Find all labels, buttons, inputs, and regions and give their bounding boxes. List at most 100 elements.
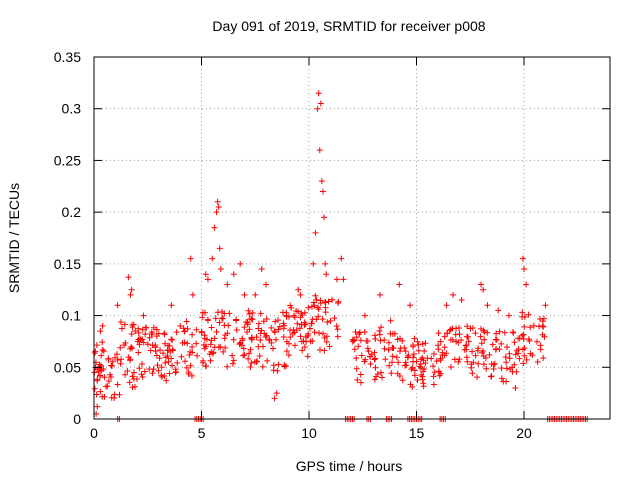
data-point bbox=[246, 316, 253, 323]
data-point bbox=[436, 372, 443, 379]
data-point bbox=[207, 357, 214, 364]
data-point bbox=[276, 323, 283, 330]
data-point bbox=[247, 346, 254, 353]
data-point bbox=[211, 335, 218, 342]
data-point bbox=[217, 343, 224, 350]
data-point bbox=[495, 307, 502, 314]
data-point bbox=[496, 346, 503, 353]
data-point bbox=[133, 375, 140, 382]
data-point bbox=[353, 355, 360, 362]
data-point bbox=[386, 362, 393, 369]
data-point bbox=[122, 339, 129, 346]
data-point bbox=[540, 323, 547, 330]
y-tick-label: 0.3 bbox=[62, 101, 82, 117]
data-point bbox=[385, 339, 392, 346]
data-point bbox=[174, 359, 181, 366]
data-point bbox=[263, 281, 269, 288]
data-point bbox=[452, 331, 459, 338]
data-point bbox=[166, 370, 173, 377]
data-point bbox=[160, 350, 167, 357]
data-point bbox=[173, 329, 180, 336]
data-point bbox=[164, 353, 171, 360]
data-point bbox=[285, 313, 292, 320]
data-point bbox=[391, 330, 398, 337]
data-point bbox=[315, 90, 322, 97]
data-point bbox=[119, 325, 126, 332]
data-point bbox=[181, 339, 188, 346]
data-point bbox=[512, 351, 519, 358]
data-point bbox=[129, 384, 136, 391]
data-point bbox=[240, 352, 247, 359]
data-point bbox=[456, 324, 463, 331]
data-point bbox=[301, 344, 308, 351]
data-point bbox=[168, 302, 175, 309]
data-point bbox=[539, 322, 546, 329]
data-point bbox=[143, 324, 150, 331]
data-point bbox=[458, 297, 465, 304]
data-point bbox=[357, 379, 364, 386]
data-point bbox=[136, 341, 143, 348]
data-point bbox=[318, 178, 325, 185]
data-point bbox=[447, 363, 454, 370]
data-point bbox=[199, 314, 206, 321]
data-point bbox=[533, 338, 540, 345]
data-point bbox=[272, 318, 279, 325]
data-point bbox=[477, 325, 484, 332]
data-point bbox=[217, 266, 224, 273]
y-tick-label: 0.15 bbox=[54, 256, 81, 272]
data-point bbox=[521, 323, 528, 330]
data-point bbox=[542, 302, 549, 309]
data-point bbox=[464, 358, 471, 365]
data-point bbox=[481, 336, 488, 343]
data-point bbox=[350, 337, 357, 344]
data-point bbox=[478, 340, 485, 347]
data-point bbox=[327, 318, 334, 325]
data-point bbox=[247, 363, 254, 370]
data-point bbox=[257, 337, 264, 344]
data-point bbox=[298, 310, 305, 317]
data-point bbox=[158, 364, 165, 371]
data-point bbox=[503, 365, 510, 372]
data-point bbox=[209, 255, 216, 262]
data-point bbox=[135, 336, 142, 343]
data-point bbox=[464, 323, 471, 330]
data-point bbox=[399, 377, 406, 384]
data-point bbox=[403, 362, 410, 369]
data-point bbox=[436, 368, 443, 375]
data-point bbox=[185, 370, 192, 377]
data-point bbox=[396, 281, 403, 288]
data-point bbox=[273, 390, 280, 397]
data-point bbox=[317, 100, 324, 107]
data-point bbox=[520, 335, 527, 342]
plot-frame bbox=[93, 56, 611, 420]
data-point bbox=[93, 342, 100, 349]
data-point bbox=[419, 373, 426, 380]
data-point bbox=[132, 328, 139, 335]
data-point bbox=[186, 351, 193, 358]
data-point bbox=[502, 353, 509, 360]
data-point bbox=[520, 360, 527, 367]
data-point bbox=[435, 346, 442, 353]
data-point bbox=[299, 347, 306, 354]
y-tick-label: 0.35 bbox=[54, 49, 81, 65]
data-point bbox=[260, 318, 267, 325]
data-point bbox=[296, 325, 303, 332]
data-point bbox=[475, 360, 482, 367]
data-point bbox=[472, 330, 479, 337]
data-point bbox=[481, 329, 488, 336]
data-point bbox=[388, 370, 395, 377]
data-point bbox=[430, 363, 437, 370]
data-point bbox=[484, 302, 491, 309]
x-tick-label: 0 bbox=[90, 425, 98, 441]
data-point bbox=[96, 361, 103, 368]
data-point bbox=[255, 320, 262, 327]
data-point bbox=[285, 352, 292, 359]
data-point bbox=[441, 344, 448, 351]
data-point bbox=[419, 340, 426, 347]
data-point bbox=[162, 340, 169, 347]
data-point bbox=[371, 332, 378, 339]
data-point bbox=[521, 352, 528, 359]
data-point bbox=[129, 321, 136, 328]
data-point bbox=[314, 105, 321, 112]
